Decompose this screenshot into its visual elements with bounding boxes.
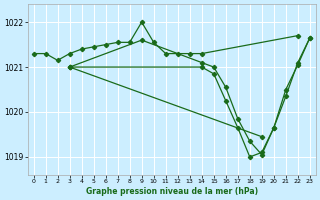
X-axis label: Graphe pression niveau de la mer (hPa): Graphe pression niveau de la mer (hPa) <box>86 187 258 196</box>
